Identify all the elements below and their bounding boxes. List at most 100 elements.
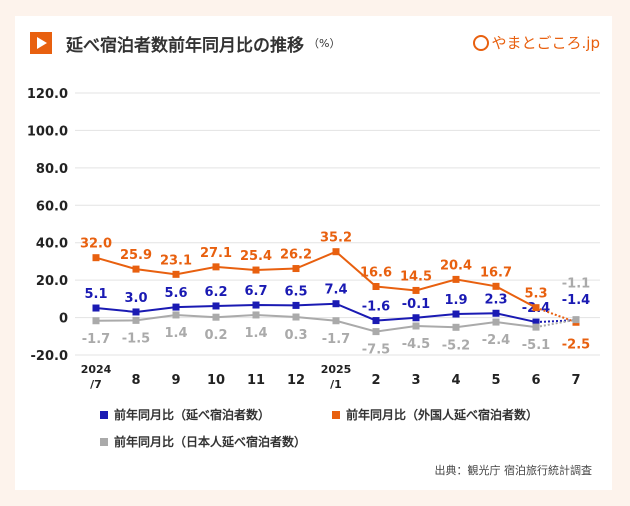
data-point xyxy=(412,322,420,330)
data-point xyxy=(92,254,100,262)
data-point xyxy=(372,317,380,325)
data-point xyxy=(372,283,380,291)
data-label: -1.6 xyxy=(362,300,390,315)
x-tick-label: /7 xyxy=(90,378,102,391)
data-label: 32.0 xyxy=(80,237,112,252)
data-label: 5.3 xyxy=(524,287,547,302)
logo-text: やまとごころ.jp xyxy=(491,34,600,52)
data-point xyxy=(292,313,300,321)
data-label: -1.4 xyxy=(562,293,590,308)
data-label: 5.1 xyxy=(84,287,107,302)
data-point xyxy=(332,317,340,325)
chart-unit: （%） xyxy=(308,37,341,50)
data-point xyxy=(252,301,260,309)
data-label: -5.2 xyxy=(442,338,470,353)
data-label: 6.5 xyxy=(284,284,307,299)
data-label: 2.3 xyxy=(484,292,507,307)
data-point xyxy=(572,316,580,324)
x-tick-label: 4 xyxy=(451,373,460,388)
data-point xyxy=(372,328,380,336)
data-point xyxy=(252,266,260,274)
data-point xyxy=(252,311,260,319)
legend-item-total: 前年同月比（延べ宿泊者数） xyxy=(100,406,270,423)
x-tick-label: 10 xyxy=(207,373,225,388)
y-tick-label: 100.0 xyxy=(27,124,68,139)
data-label: 25.9 xyxy=(120,248,152,263)
data-label: 14.5 xyxy=(400,269,432,284)
x-tick-label: 9 xyxy=(171,373,180,388)
logo: やまとごころ.jp xyxy=(472,32,600,53)
series-line-dotted xyxy=(535,306,577,324)
y-tick-label: 40.0 xyxy=(36,237,68,252)
y-tick-label: 80.0 xyxy=(36,162,68,177)
data-point xyxy=(492,309,500,317)
play-icon xyxy=(30,32,52,54)
data-point xyxy=(452,323,460,331)
data-point xyxy=(132,316,140,324)
series-line xyxy=(95,313,537,333)
x-tick-label: /1 xyxy=(330,378,342,391)
legend-item-japanese: 前年同月比（日本人延べ宿泊者数） xyxy=(100,433,306,450)
data-point xyxy=(292,265,300,273)
data-label: 23.1 xyxy=(160,253,192,268)
data-label: 6.7 xyxy=(244,284,267,299)
data-point xyxy=(132,308,140,316)
data-label: -1.7 xyxy=(82,332,110,347)
data-label: -5.1 xyxy=(522,338,550,353)
data-label: -1.7 xyxy=(322,332,350,347)
data-point xyxy=(212,313,220,321)
legend-label: 前年同月比（外国人延べ宿泊者数） xyxy=(346,408,539,422)
data-label: 16.6 xyxy=(360,266,392,281)
x-tick-label: 5 xyxy=(491,373,500,388)
legend-label: 前年同月比（日本人延べ宿泊者数） xyxy=(114,435,307,449)
data-label: 0.3 xyxy=(284,328,307,343)
data-point xyxy=(172,303,180,311)
data-label: -1.1 xyxy=(562,277,590,292)
legend-swatch xyxy=(100,410,108,419)
x-tick-label: 2 xyxy=(371,373,380,388)
logo-icon xyxy=(472,34,489,51)
data-point xyxy=(212,263,220,271)
data-label: -0.1 xyxy=(402,297,430,312)
data-point xyxy=(452,310,460,318)
x-tick-label: 2024 xyxy=(81,363,112,376)
data-label: 0.2 xyxy=(204,328,227,343)
x-tick-label: 3 xyxy=(411,373,420,388)
data-point xyxy=(532,323,540,331)
data-label: 27.1 xyxy=(200,246,232,261)
data-label: 26.2 xyxy=(280,248,312,263)
data-point xyxy=(212,302,220,310)
data-label: 25.4 xyxy=(240,249,272,264)
y-tick-label: -20.0 xyxy=(31,349,68,364)
data-point xyxy=(532,304,540,312)
data-point xyxy=(332,248,340,256)
y-tick-label: 60.0 xyxy=(36,199,68,214)
data-label: 3.0 xyxy=(124,291,147,306)
data-label: -2.4 xyxy=(482,333,510,348)
data-label: -1.5 xyxy=(122,331,150,346)
data-point xyxy=(132,265,140,273)
data-label: 7.4 xyxy=(324,283,347,298)
data-point xyxy=(532,318,540,326)
legend-swatch xyxy=(100,437,108,446)
data-point xyxy=(492,282,500,290)
data-label: -7.5 xyxy=(362,343,390,358)
data-label: 5.6 xyxy=(164,286,187,301)
data-point xyxy=(92,317,100,325)
title-row: 延べ宿泊者数前年同月比の推移 （%） xyxy=(30,30,340,56)
y-tick-label: 20.0 xyxy=(36,274,68,289)
legend-swatch xyxy=(332,410,340,419)
data-label: 35.2 xyxy=(320,231,352,246)
data-point xyxy=(172,270,180,278)
series-line-dotted xyxy=(535,318,577,329)
data-label: 1.9 xyxy=(444,293,467,308)
chart-title: 延べ宿泊者数前年同月比の推移 xyxy=(66,35,304,56)
y-tick-label: 120.0 xyxy=(27,87,68,102)
data-point xyxy=(292,301,300,309)
chart-card xyxy=(15,16,612,490)
data-point xyxy=(492,318,500,326)
data-label: 20.4 xyxy=(440,258,472,273)
legend-item-foreign: 前年同月比（外国人延べ宿泊者数） xyxy=(332,406,538,423)
source-note: 出典：観光庁 宿泊旅行統計調査 xyxy=(434,464,593,477)
